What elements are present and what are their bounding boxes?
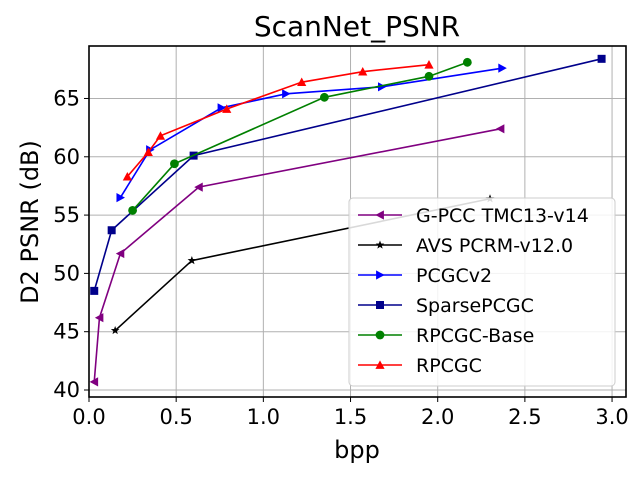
data-point	[378, 82, 387, 92]
data-point	[495, 124, 505, 134]
x-tick-label: 3.0	[595, 405, 628, 429]
legend-box	[348, 197, 616, 387]
data-point	[222, 104, 232, 113]
plot-frame	[88, 45, 627, 398]
data-point	[90, 286, 99, 295]
data-point	[122, 172, 132, 181]
x-axis-label: bpp	[334, 436, 380, 464]
legend-label: PCGCv2	[416, 265, 492, 287]
y-tick-label: 60	[53, 145, 80, 169]
data-point	[462, 57, 472, 67]
legend-item: G-PCC TMC13-v14	[358, 205, 589, 227]
data-point	[297, 77, 307, 87]
data-point	[424, 71, 434, 81]
data-point	[170, 159, 179, 169]
series-line	[93, 58, 602, 292]
legend-item: RPCGC-Base	[358, 325, 534, 347]
legend-marker	[375, 360, 385, 369]
y-tick-label: 40	[53, 378, 80, 402]
data-point	[115, 248, 125, 259]
data-point	[94, 313, 104, 323]
legend-marker	[375, 210, 384, 220]
data-point	[319, 92, 329, 102]
y-tick-label: 55	[53, 203, 80, 227]
x-tick-label: 1.0	[247, 405, 280, 429]
legend-label: RPCGC-Base	[416, 325, 534, 347]
data-point	[217, 103, 227, 113]
data-point	[89, 377, 99, 387]
data-point	[282, 89, 291, 99]
legend: G-PCC TMC13-v14 AVS PCRM-v12.0 PCGCv2 Spars…	[348, 197, 616, 387]
x-axis-ticks: 0.0 0.5 1.0 1.5 2.0 2.5 3.0	[72, 397, 629, 429]
x-tick-label: 2.5	[508, 405, 541, 429]
data-point	[116, 192, 125, 203]
y-tick-label: 50	[53, 261, 80, 285]
data-point	[107, 226, 116, 235]
x-tick-label: 0.5	[159, 405, 192, 429]
series-6	[122, 60, 434, 181]
data-point	[128, 206, 137, 215]
legend-marker	[376, 301, 384, 309]
data-point	[597, 54, 606, 63]
data-point	[155, 131, 166, 140]
legend-marker	[376, 270, 385, 280]
y-tick-label: 45	[53, 320, 80, 344]
legend-label: G-PCC TMC13-v14	[416, 205, 589, 227]
y-tick-label: 65	[53, 86, 80, 110]
legend-item: RPCGC	[358, 355, 482, 377]
legend-item: SparsePCGC	[358, 295, 534, 317]
legend-item: PCGCv2	[358, 265, 492, 287]
series-5	[128, 57, 472, 215]
x-tick-label: 2.0	[421, 405, 454, 429]
plot-series	[89, 54, 606, 387]
legend-label: RPCGC	[416, 355, 482, 377]
data-point	[187, 256, 197, 265]
legend-marker	[375, 330, 385, 340]
chart-title: ScanNet_PSNR	[254, 10, 460, 43]
legend-label: SparsePCGC	[416, 295, 534, 317]
series-line	[119, 67, 503, 199]
x-tick-label: 0.0	[72, 405, 105, 429]
series-3	[116, 63, 507, 203]
legend-label: AVS PCRM-v12.0	[416, 235, 573, 257]
data-point	[194, 182, 203, 192]
data-point	[424, 60, 434, 69]
x-tick-label: 1.5	[334, 405, 367, 429]
legend-marker	[375, 240, 385, 249]
legend-item: AVS PCRM-v12.0	[358, 235, 573, 257]
series-1	[89, 124, 505, 387]
data-point	[143, 147, 153, 157]
y-axis-ticks: 40 45 50 55 60 65	[53, 86, 89, 402]
data-point	[498, 63, 507, 73]
y-axis-label: D2 PSNR (dB)	[16, 140, 44, 304]
data-point	[110, 326, 120, 335]
data-point	[358, 67, 368, 76]
